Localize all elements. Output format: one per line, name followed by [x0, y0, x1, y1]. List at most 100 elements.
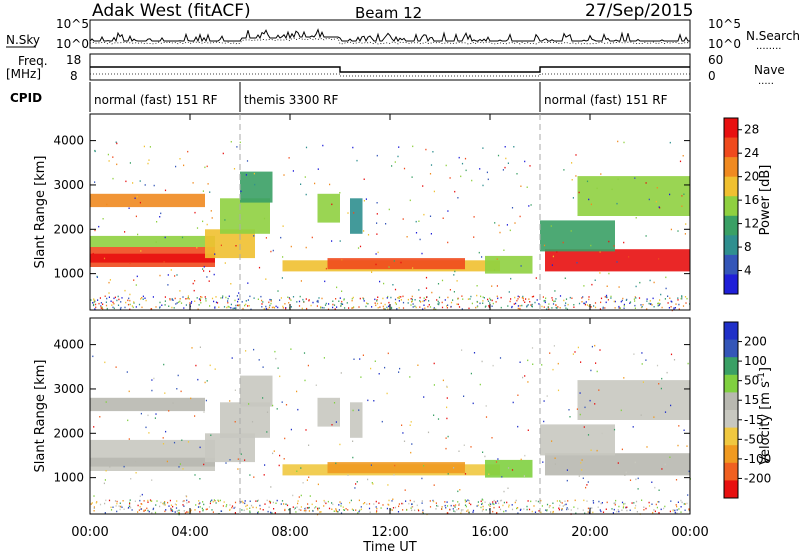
echo-band: [90, 253, 215, 263]
scatter-pixel: [640, 414, 642, 416]
scatter-pixel: [194, 211, 196, 214]
scatter-pixel: [351, 299, 353, 302]
scatter-pixel: [677, 230, 679, 232]
scatter-pixel: [623, 305, 625, 307]
scatter-pixel: [677, 297, 679, 299]
scatter-pixel: [317, 483, 319, 486]
scatter-pixel: [282, 307, 284, 309]
scatter-pixel: [398, 307, 400, 309]
scatter-pixel: [342, 506, 344, 508]
scatter-pixel: [305, 146, 308, 149]
scatter-pixel: [496, 285, 498, 287]
scatter-pixel: [608, 272, 610, 275]
scatter-pixel: [645, 359, 647, 361]
scatter-pixel: [468, 500, 470, 502]
scatter-pixel: [139, 180, 141, 182]
scatter-pixel: [146, 507, 148, 510]
scatter-pixel: [601, 432, 603, 435]
scatter-pixel: [159, 274, 161, 277]
scatter-pixel: [112, 177, 114, 180]
scatter-pixel: [94, 300, 96, 303]
scatter-pixel: [214, 307, 216, 309]
scatter-pixel: [482, 499, 484, 501]
scatter-pixel: [237, 468, 239, 470]
scatter-pixel: [225, 505, 227, 508]
scatter-pixel: [613, 428, 616, 431]
scatter-pixel: [567, 500, 569, 502]
scatter-pixel: [670, 500, 672, 502]
scatter-pixel: [509, 229, 511, 232]
scatter-pixel: [614, 307, 616, 309]
scatter-pixel: [508, 504, 510, 506]
scatter-pixel: [577, 507, 579, 510]
scatter-pixel: [281, 277, 283, 279]
scatter-pixel: [172, 505, 174, 508]
scatter-pixel: [170, 509, 172, 512]
scatter-pixel: [202, 190, 204, 192]
scatter-pixel: [518, 296, 520, 298]
scatter-pixel: [571, 179, 573, 181]
freq-left-top: 18: [66, 53, 81, 67]
scatter-pixel: [252, 506, 254, 509]
scatter-pixel: [573, 304, 575, 306]
scatter-pixel: [180, 302, 183, 304]
scatter-pixel: [170, 269, 172, 271]
scatter-pixel: [517, 307, 519, 310]
echo-band: [485, 255, 533, 274]
scatter-pixel: [213, 273, 215, 276]
scatter-pixel: [464, 157, 467, 160]
scatter-pixel: [162, 443, 165, 445]
scatter-pixel: [596, 187, 598, 190]
scatter-pixel: [315, 500, 317, 502]
scatter-pixel: [398, 300, 400, 302]
scatter-pixel: [411, 443, 413, 445]
scatter-pixel: [473, 236, 475, 238]
scatter-pixel: [196, 297, 198, 299]
scatter-pixel: [360, 508, 362, 511]
scatter-pixel: [520, 508, 522, 511]
scatter-pixel: [456, 509, 458, 511]
scatter-pixel: [435, 502, 437, 504]
scatter-pixel: [385, 223, 387, 225]
scatter-pixel: [402, 432, 404, 434]
scatter-pixel: [335, 298, 337, 300]
scatter-pixel: [118, 505, 120, 507]
scatter-pixel: [670, 300, 672, 303]
scatter-pixel: [554, 463, 556, 465]
scatter-pixel: [287, 296, 289, 298]
scatter-pixel: [284, 303, 286, 305]
scatter-pixel: [297, 502, 299, 505]
scatter-pixel: [325, 502, 327, 505]
scatter-pixel: [338, 504, 340, 506]
colorbar-tick-label: -100: [744, 452, 771, 466]
scatter-pixel: [641, 306, 643, 308]
scatter-pixel: [583, 426, 585, 428]
scatter-pixel: [404, 489, 406, 491]
scatter-pixel: [317, 299, 319, 302]
scatter-pixel: [533, 505, 535, 507]
scatter-pixel: [599, 251, 601, 253]
scatter-pixel: [506, 224, 508, 226]
scatter-pixel: [588, 198, 590, 201]
scatter-pixel: [93, 301, 95, 303]
scatter-pixel: [128, 507, 130, 509]
scatter-pixel: [92, 302, 94, 304]
scatter-pixel: [364, 502, 366, 504]
scatter-pixel: [152, 296, 154, 298]
scatter-pixel: [164, 300, 166, 302]
scatter-pixel: [339, 192, 341, 194]
scatter-pixel: [148, 159, 150, 161]
scatter-pixel: [296, 390, 298, 393]
scatter-pixel: [204, 381, 206, 384]
scatter-pixel: [195, 364, 197, 367]
scatter-pixel: [636, 511, 638, 513]
scatter-pixel: [511, 207, 514, 209]
scatter-pixel: [191, 300, 193, 303]
scatter-pixel: [123, 508, 125, 510]
scatter-pixel: [168, 505, 170, 507]
scatter-pixel: [248, 403, 250, 405]
scatter-pixel: [653, 306, 655, 308]
scatter-pixel: [571, 162, 573, 164]
scatter-pixel: [490, 299, 492, 301]
scatter-pixel: [271, 306, 273, 309]
